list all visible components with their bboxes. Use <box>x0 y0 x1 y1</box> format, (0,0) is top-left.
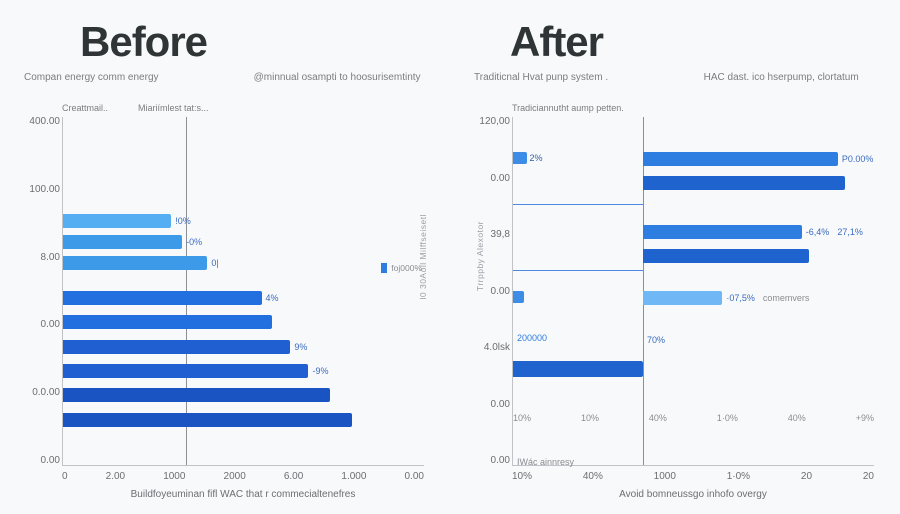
axis-tick: 0.0.00 <box>20 388 60 398</box>
bar: 0| <box>63 256 424 270</box>
axis-tick: 10% <box>513 413 531 423</box>
axis-tick: 0.00 <box>470 174 510 184</box>
after-chart-header: Tradiciannutht aump petten. <box>512 103 880 113</box>
bar: 70% <box>643 333 874 347</box>
before-chart: Creattmail.. Miariímlest tat:s... 400.00… <box>20 103 430 502</box>
bar-label: ·07,5% <box>726 293 755 303</box>
bar-label: -6,4% <box>806 227 830 237</box>
before-title: Before <box>80 18 430 66</box>
axis-tick: 400.00 <box>20 117 60 127</box>
before-subtitle-a: Compan energy comm energy <box>24 72 236 83</box>
after-panel: After Traditicnal Hvat punp system . HAC… <box>470 18 880 502</box>
axis-tick: 2000 <box>224 471 246 482</box>
before-x-axis: 0 2.00 1000 2000 6.00 1.000 0.00 <box>62 471 424 482</box>
bar-label: -0% <box>186 237 202 247</box>
axis-tick: 0.00 <box>20 456 60 466</box>
after-title: After <box>510 18 880 66</box>
bar-label: P0.00% <box>842 154 874 164</box>
after-y-axis: 120,000.0039,80.004.0lsk0.000.00 <box>470 117 510 466</box>
bar <box>63 315 424 329</box>
axis-tick: 40% <box>649 413 667 423</box>
before-chart-header-a: Creattmail.. <box>62 103 108 113</box>
axis-tick: 10% <box>512 471 532 482</box>
after-plot-area: Trrppby Alexotor 200000 IWác ainnresy 2%… <box>512 117 874 466</box>
bar-label: 9% <box>294 342 307 352</box>
axis-tick: 0.00 <box>470 456 510 466</box>
before-x-caption: Buildfoyeuminan fifl WAC that r commecia… <box>62 489 424 500</box>
bar-label: 27,1% <box>837 227 863 237</box>
axis-tick: 20 <box>801 471 812 482</box>
axis-tick: 20 <box>863 471 874 482</box>
connector-line <box>513 204 643 205</box>
axis-tick: 40% <box>788 413 806 423</box>
after-x-caption: Avoid bomneussgo inhofo overgy <box>512 489 874 500</box>
axis-tick: 0.00 <box>470 400 510 410</box>
axis-tick: 10% <box>581 413 599 423</box>
bar-label: 4% <box>266 293 279 303</box>
before-plot-area: l0 30Aóll Milffseisetl foj000% !0%-0%0|4… <box>62 117 424 466</box>
bar-label: 2% <box>529 153 542 163</box>
bar-label: !0% <box>175 216 191 226</box>
after-chart: Tradiciannutht aump petten. 120,000.0039… <box>470 103 880 502</box>
bar: !0% <box>63 214 424 228</box>
bar <box>513 361 874 377</box>
axis-tick: 8.00 <box>20 253 60 263</box>
after-subtitle-row: Traditicnal Hvat punp system . HAC dast.… <box>474 72 880 83</box>
axis-tick: 2.00 <box>106 471 125 482</box>
before-subtitle-row: Compan energy comm energy @minnual osamp… <box>24 72 430 83</box>
bar <box>643 249 874 263</box>
axis-tick: 6.00 <box>284 471 303 482</box>
bar: 9% <box>63 340 424 354</box>
axis-tick: 100.00 <box>20 185 60 195</box>
axis-tick: 1000 <box>163 471 185 482</box>
after-x-axis: 10% 40% 1000 1·0% 20 20 <box>512 471 874 482</box>
axis-tick: 40% <box>583 471 603 482</box>
after-footer-xticks: 10% 10% 40% 1·0% 40% +9% <box>513 413 874 423</box>
bar: ·07,5% comemvers <box>643 291 874 305</box>
axis-tick: 0.00 <box>20 320 60 330</box>
before-chart-header-b: Miariímlest tat:s... <box>138 103 209 113</box>
before-chart-header: Creattmail.. Miariímlest tat:s... <box>62 103 430 113</box>
before-subtitle-b: @minnual osampti to hoosurisemtinty <box>254 72 430 83</box>
bar: -6,4% 27,1% <box>643 225 874 239</box>
bar <box>643 176 874 190</box>
bar <box>63 413 424 427</box>
before-panel: Before Compan energy comm energy @minnua… <box>20 18 430 502</box>
bar <box>63 388 424 402</box>
bar: 4% <box>63 291 424 305</box>
bar-label: 0| <box>211 258 218 268</box>
after-subtitle-a: Traditicnal Hvat punp system . <box>474 72 686 83</box>
bar-annotation: comemvers <box>763 293 810 303</box>
axis-tick: +9% <box>856 413 874 423</box>
bar-label: 70% <box>647 335 665 345</box>
bar: P0.00% <box>643 152 874 166</box>
axis-tick: 0.00 <box>405 471 424 482</box>
after-y-label-inside: 200000 <box>517 333 547 343</box>
axis-tick: 1000 <box>654 471 676 482</box>
after-side-note: Trrppby Alexotor <box>475 221 485 291</box>
before-y-axis: 400.00 100.00 8.00 0.00 0.0.00 0.00 <box>20 117 60 466</box>
after-subtitle-b: HAC dast. ico hserpump, clortatum <box>704 72 880 83</box>
connector-line <box>513 270 643 271</box>
bar-label: -9% <box>312 366 328 376</box>
bar: -0% <box>63 235 424 249</box>
axis-tick: 1.000 <box>341 471 366 482</box>
axis-tick: 1·0% <box>717 413 738 423</box>
axis-tick: 0 <box>62 471 68 482</box>
page-root: Before Compan energy comm energy @minnua… <box>0 0 900 514</box>
after-footer-note: IWác ainnresy <box>517 457 574 467</box>
axis-tick: 1·0% <box>727 471 750 482</box>
axis-tick: 4.0lsk <box>470 343 510 353</box>
after-chart-header-a: Tradiciannutht aump petten. <box>512 103 624 113</box>
bar: -9% <box>63 364 424 378</box>
axis-tick: 120,00 <box>470 117 510 127</box>
